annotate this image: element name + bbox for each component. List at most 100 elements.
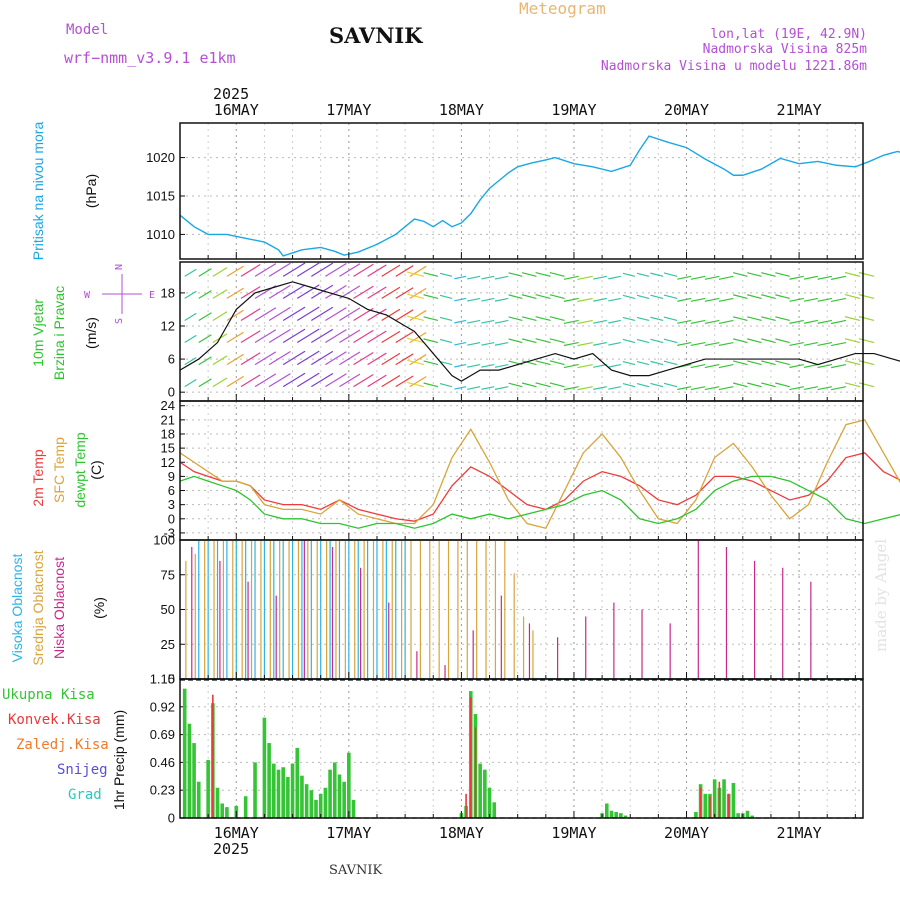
wind-vector [549, 271, 565, 277]
precip-total-bar [712, 779, 717, 818]
wind-vector [704, 364, 720, 369]
wind-vector [636, 338, 650, 344]
wind-vector [409, 331, 427, 344]
wind-vector [677, 341, 692, 346]
y-tick-label: 0 [168, 511, 175, 526]
year-label-bottom: 2025 [213, 840, 249, 858]
wind-vector [704, 386, 720, 391]
wind-vector [454, 341, 467, 346]
wind-vector [650, 338, 664, 344]
precip-legend-conv: Konvek.Kisa [8, 712, 101, 728]
wind-vector [381, 286, 401, 299]
wind-vector [508, 316, 523, 322]
cloud-legend-mid: Srednja Oblacnost [30, 550, 46, 665]
precip-total-bar [314, 799, 318, 818]
wind-vector [858, 338, 875, 344]
cloud-legend-high: Visoka Oblacnost [9, 554, 25, 663]
wind-vector [608, 341, 621, 346]
wind-vector [549, 294, 565, 299]
wind-vector [830, 319, 847, 325]
bottom-day-labels: 16MAY 17MAY 18MAY 19MAY 20MAY 21MAY [214, 824, 822, 842]
wind-vector [381, 264, 401, 277]
wind-vector [747, 360, 762, 366]
wind-vector [311, 372, 334, 388]
wind-vector [254, 329, 277, 344]
day-label-top: 19MAY [551, 101, 596, 119]
wind-vector [467, 386, 481, 390]
temp-2m-line [179, 452, 900, 522]
precip-total-bar [347, 752, 351, 818]
y-tick-label: 18 [161, 285, 175, 300]
wind-vector [718, 364, 734, 369]
wind-vector [521, 272, 537, 277]
wind-vector [184, 268, 197, 277]
cloud-panel: 0 25 50 75 100 [153, 533, 864, 687]
precip-total-bar [300, 775, 304, 818]
wind-vector [690, 275, 706, 280]
precip-total-bar [604, 803, 609, 818]
wind-vector [268, 306, 291, 321]
wind-vector [733, 316, 748, 322]
wind-vector [481, 319, 495, 324]
wind-vector [226, 353, 244, 366]
panel-frame [179, 261, 864, 402]
precip-conv-bar [474, 727, 477, 818]
wind-vector [817, 297, 833, 302]
wind-vector [296, 372, 320, 388]
wind-vector [407, 315, 425, 322]
wind-vector [549, 360, 565, 366]
wind-vector [325, 307, 347, 321]
wind-vector [508, 294, 523, 299]
wind-icon-north: N [114, 264, 125, 270]
wind-speed-line [179, 281, 900, 382]
wind-vector [789, 275, 804, 280]
wind-vector [593, 364, 607, 368]
day-label-top: 21MAY [777, 101, 822, 119]
wind-vector [622, 383, 636, 388]
precip-total-bar [206, 759, 210, 818]
top-day-labels: 16MAY 17MAY 18MAY 19MAY 20MAY 21MAY [214, 101, 822, 119]
wind-direction-icon: W E N S [84, 264, 155, 324]
wind-icon-south: S [114, 318, 125, 324]
y-tick-label: 0 [168, 672, 175, 687]
meteogram-label: Meteogram [519, 0, 606, 18]
wind-vector [563, 319, 579, 325]
wind-vector [407, 293, 425, 299]
wind-vector [775, 338, 790, 344]
wind-vector [339, 351, 361, 366]
pressure-line [179, 135, 900, 257]
wind-vector [549, 316, 565, 322]
wind-vector [226, 309, 244, 321]
y-tick-label: 12 [161, 455, 175, 470]
wind-vector [718, 275, 734, 280]
wind-vector [325, 329, 347, 344]
wind-vector [508, 382, 523, 388]
wind-vector [353, 263, 374, 277]
wind-subtitle: Brzina i Pravac [51, 286, 67, 380]
wind-vector [622, 360, 636, 366]
wind-vector [858, 316, 875, 322]
wind-vector [409, 287, 427, 299]
wind-vector [690, 319, 706, 324]
wind-vector [761, 360, 776, 366]
wind-vector [240, 374, 261, 388]
day-label-top: 18MAY [439, 101, 484, 119]
wind-vector [803, 364, 818, 368]
precip-total-bar [215, 787, 220, 818]
wind-vector [636, 294, 650, 299]
y-tick-label: 6 [168, 483, 175, 498]
wind-vector [622, 338, 636, 344]
wind-vector [733, 338, 748, 344]
wind-vector [844, 382, 861, 388]
wind-vector [395, 331, 414, 344]
precip-legend-hail: Grad [68, 787, 102, 803]
precip-total-bar [722, 779, 726, 818]
wind-vector [311, 328, 334, 344]
wind-vector [282, 372, 306, 388]
wind-vector [481, 386, 495, 390]
wind-vector [608, 319, 621, 324]
wind-vector [789, 341, 804, 347]
panel-frame [179, 122, 864, 260]
temp-legend-dewpt: dewpt Temp [72, 432, 88, 507]
